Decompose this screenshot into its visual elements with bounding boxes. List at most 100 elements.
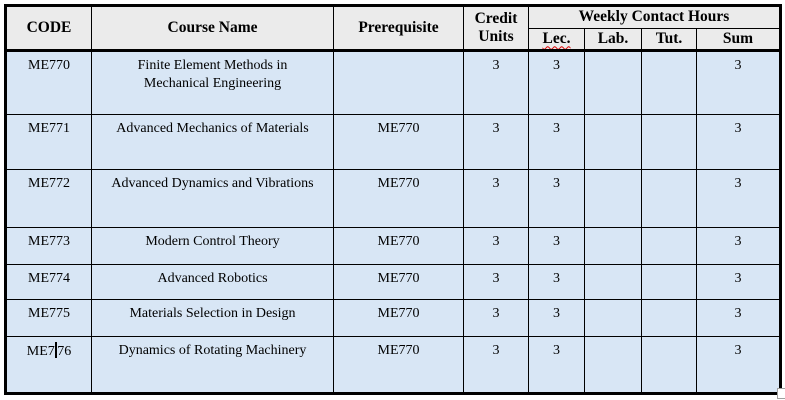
cell-lab[interactable]	[584, 114, 642, 171]
col-header-credit-units[interactable]: Credit Units	[463, 4, 529, 52]
cell-credit-units[interactable]: 3	[463, 336, 529, 395]
cell-credit-units[interactable]: 3	[463, 299, 529, 338]
cell-lec-text: 3	[553, 343, 560, 359]
cell-tut[interactable]	[641, 227, 697, 266]
cell-code[interactable]: ME773	[5, 227, 92, 266]
col-header-credit-units-label: Credit Units	[474, 9, 518, 46]
cell-code-text: ME771	[28, 121, 70, 137]
cell-lec-text: 3	[553, 58, 560, 74]
cell-code[interactable]: ME771	[5, 114, 92, 171]
cell-prerequisite-text: ME770	[377, 271, 420, 287]
cell-credit-units[interactable]: 3	[463, 169, 529, 229]
cell-lec-text: 3	[553, 176, 560, 192]
cell-prerequisite[interactable]: ME770	[333, 336, 464, 395]
col-header-course-name[interactable]: Course Name	[91, 4, 334, 52]
cell-tut[interactable]	[641, 169, 697, 229]
cell-course-name[interactable]: Advanced Dynamics and Vibrations	[91, 169, 334, 229]
cell-course-name[interactable]: Finite Element Methods in Mechanical Eng…	[91, 50, 334, 116]
cell-sum-text: 3	[734, 121, 742, 137]
col-header-lec[interactable]: Lec.	[528, 27, 585, 52]
cell-lab[interactable]	[584, 50, 642, 116]
col-header-tut[interactable]: Tut.	[641, 27, 697, 52]
cell-credit-units-text: 3	[492, 271, 500, 287]
cell-sum[interactable]: 3	[696, 50, 781, 116]
cell-sum[interactable]: 3	[696, 169, 781, 229]
course-table: CODE Course Name Prerequisite Credit Uni…	[4, 4, 782, 396]
cell-code[interactable]: ME775	[5, 299, 92, 338]
cell-credit-units-text: 3	[492, 58, 500, 74]
cell-prerequisite[interactable]: ME770	[333, 114, 464, 171]
cell-code[interactable]: ME7 76	[5, 336, 92, 395]
cell-lab[interactable]	[584, 264, 642, 301]
cell-credit-units[interactable]: 3	[463, 227, 529, 266]
cell-lec[interactable]: 3	[528, 50, 585, 116]
cell-sum[interactable]: 3	[696, 299, 781, 338]
cell-code[interactable]: ME772	[5, 169, 92, 229]
cell-prerequisite[interactable]: ME770	[333, 299, 464, 338]
cell-course-name[interactable]: Materials Selection in Design	[91, 299, 334, 338]
cell-code-text: ME772	[28, 176, 70, 192]
cell-lab[interactable]	[584, 227, 642, 266]
cell-course-name-text: Modern Control Theory	[145, 234, 280, 250]
cell-lec[interactable]: 3	[528, 227, 585, 266]
cell-tut[interactable]	[641, 299, 697, 338]
cell-lab[interactable]	[584, 336, 642, 395]
cell-course-name[interactable]: Dynamics of Rotating Machinery	[91, 336, 334, 395]
col-header-weekly-contact-hours-label: Weekly Contact Hours	[578, 8, 730, 25]
cell-sum[interactable]: 3	[696, 336, 781, 395]
cell-credit-units-text: 3	[492, 234, 500, 250]
cell-lec[interactable]: 3	[528, 336, 585, 395]
cell-lec-text: 3	[553, 234, 560, 250]
cell-prerequisite[interactable]	[333, 50, 464, 116]
cell-credit-units[interactable]: 3	[463, 114, 529, 171]
table-body: ME770 Finite Element Methods in Mechanic…	[5, 50, 781, 395]
cell-code[interactable]: ME774	[5, 264, 92, 301]
cell-credit-units-text: 3	[492, 306, 500, 322]
cell-lec[interactable]: 3	[528, 114, 585, 171]
table-row: ME774 Advanced Robotics ME770 3 3 3	[5, 264, 781, 301]
col-header-weekly-contact-hours[interactable]: Weekly Contact Hours	[528, 5, 781, 29]
cell-tut[interactable]	[641, 336, 697, 395]
col-header-lab[interactable]: Lab.	[584, 27, 642, 52]
col-header-prerequisite[interactable]: Prerequisite	[333, 4, 464, 52]
cell-course-name[interactable]: Advanced Robotics	[91, 264, 334, 301]
cell-sum[interactable]: 3	[696, 227, 781, 266]
cell-code-text: ME773	[28, 234, 70, 250]
cell-prerequisite-text: ME770	[377, 306, 420, 322]
cell-credit-units[interactable]: 3	[463, 264, 529, 301]
table-resize-handle[interactable]	[777, 388, 785, 399]
cell-prerequisite[interactable]: ME770	[333, 169, 464, 229]
col-header-sum-label: Sum	[722, 29, 754, 47]
cell-lab[interactable]	[584, 169, 642, 229]
cell-tut[interactable]	[641, 50, 697, 116]
col-header-tut-label: Tut.	[655, 29, 683, 47]
header-row-main: CODE Course Name Prerequisite Credit Uni…	[5, 4, 781, 52]
table-row: ME772 Advanced Dynamics and Vibrations M…	[5, 169, 781, 229]
cell-course-name-text: Advanced Mechanics of Materials	[116, 121, 309, 137]
cell-tut[interactable]	[641, 264, 697, 301]
cell-lec-text: 3	[553, 306, 560, 322]
cell-lec[interactable]: 3	[528, 169, 585, 229]
cell-lec-text: 3	[553, 121, 560, 137]
cell-tut[interactable]	[641, 114, 697, 171]
cell-course-name[interactable]: Modern Control Theory	[91, 227, 334, 266]
cell-lec[interactable]: 3	[528, 264, 585, 301]
table-row: ME7 76 Dynamics of Rotating Machinery ME7…	[5, 336, 781, 395]
header-row-sub: Lec. Lab. Tut. Sum	[6, 27, 781, 52]
cell-course-name[interactable]: Advanced Mechanics of Materials	[91, 114, 334, 171]
table-row: ME773 Modern Control Theory ME770 3 3 3	[5, 227, 781, 266]
cell-lec[interactable]: 3	[528, 299, 585, 338]
cell-code[interactable]: ME770	[5, 50, 92, 116]
cell-prerequisite-text: ME770	[377, 121, 420, 137]
cell-prerequisite[interactable]: ME770	[333, 264, 464, 301]
col-header-sum[interactable]: Sum	[696, 27, 781, 52]
cell-prerequisite[interactable]: ME770	[333, 227, 464, 266]
cell-sum[interactable]: 3	[696, 114, 781, 171]
cell-code-text: ME770	[28, 58, 70, 74]
cell-lab[interactable]	[584, 299, 642, 338]
cell-sum-text: 3	[734, 58, 742, 74]
col-header-code[interactable]: CODE	[5, 4, 92, 52]
table-row: ME775 Materials Selection in Design ME77…	[5, 299, 781, 338]
cell-sum[interactable]: 3	[696, 264, 781, 301]
cell-credit-units[interactable]: 3	[463, 50, 529, 116]
